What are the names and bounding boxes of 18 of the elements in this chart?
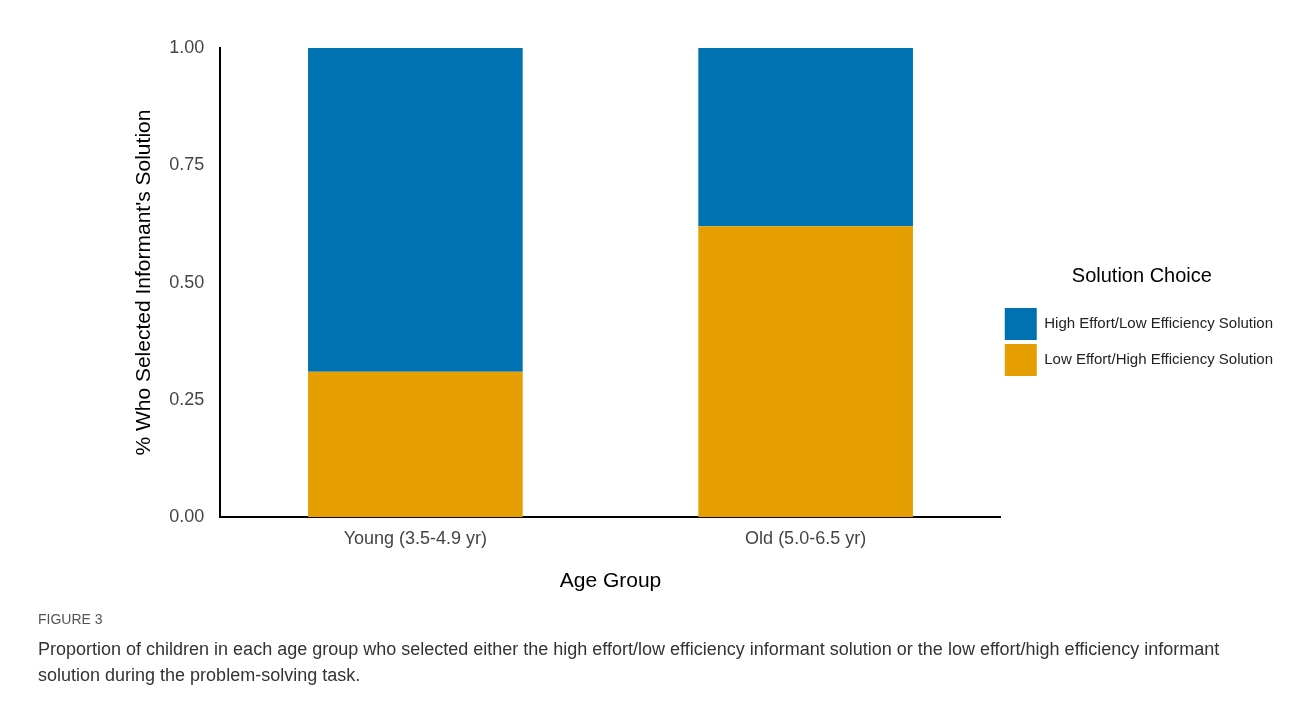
x-tick-label: Young (3.5-4.9 yr) <box>343 527 488 548</box>
bar <box>698 226 913 518</box>
y-tick-label: 0.00 <box>169 506 205 527</box>
x-axis-title: Age Group <box>559 568 662 592</box>
bar <box>308 48 523 372</box>
y-tick-label: 0.50 <box>169 271 205 292</box>
legend-title: Solution Choice <box>1071 263 1212 286</box>
y-axis-title: % Who Selected Informant's Solution <box>131 109 155 456</box>
caption: FIGURE 3 <box>38 610 104 629</box>
bar <box>308 371 523 518</box>
bar <box>698 48 913 227</box>
y-tick-label: 0.75 <box>169 154 205 175</box>
legend-label: Low Effort/High Efficiency Solution <box>1044 350 1274 368</box>
y-tick-label: 0.25 <box>169 388 205 409</box>
text: Proportion of children in each age group who selected either the high effort/low efficiency informant solution or the low effort/high efficiency informant solution during the problem-solving task. <box>38 638 1221 687</box>
x-tick-label: Old (5.0-6.5 yr) <box>745 527 867 548</box>
legend-label: High Effort/Low Efficiency Solution <box>1044 314 1274 332</box>
y-tick-label: 1.00 <box>169 36 205 57</box>
